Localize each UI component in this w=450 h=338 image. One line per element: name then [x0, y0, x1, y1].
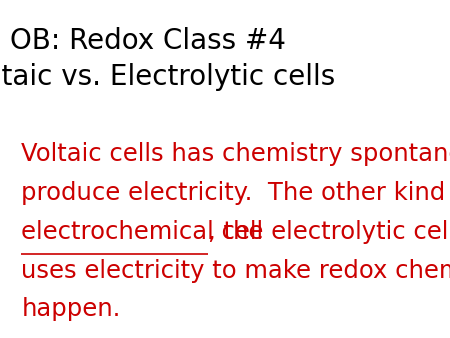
- Text: happen.: happen.: [21, 297, 121, 321]
- Text: produce electricity.  The other kind of: produce electricity. The other kind of: [21, 181, 450, 205]
- Text: uses electricity to make redox chemistry: uses electricity to make redox chemistry: [21, 259, 450, 283]
- Text: electrochemical cell: electrochemical cell: [21, 220, 263, 244]
- Text: Voltaic cells has chemistry spontaneously: Voltaic cells has chemistry spontaneousl…: [21, 142, 450, 166]
- Text: OB: Redox Class #4
Voltaic vs. Electrolytic cells: OB: Redox Class #4 Voltaic vs. Electroly…: [0, 27, 335, 91]
- Text: , the electrolytic cell,: , the electrolytic cell,: [208, 220, 450, 244]
